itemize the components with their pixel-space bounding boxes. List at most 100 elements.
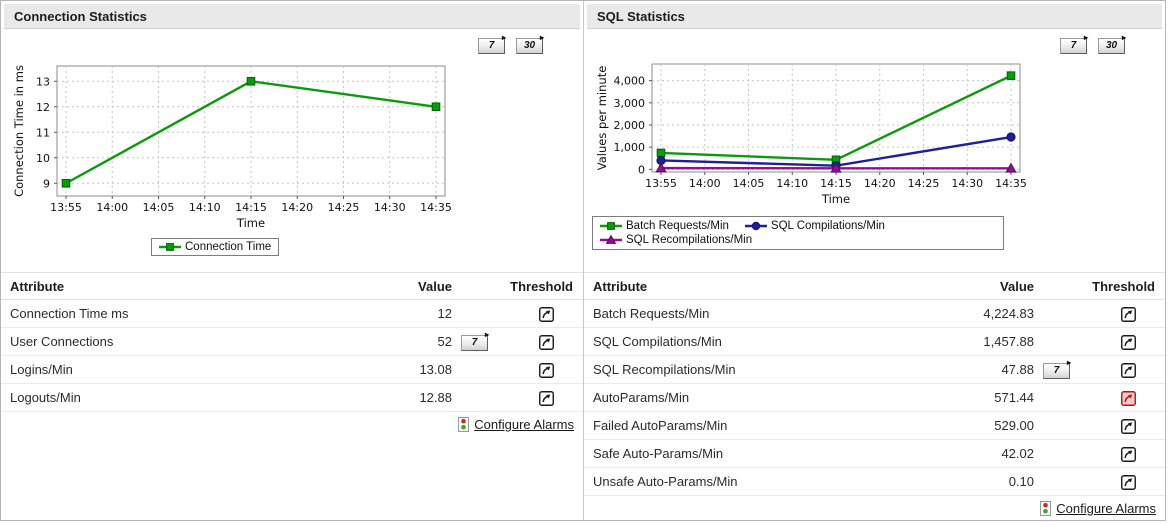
flag-arrow-icon: ▸ (539, 33, 544, 42)
table-row: Connection Time ms 12 (1, 299, 583, 328)
svg-text:Time: Time (236, 216, 265, 230)
column-header-attribute: Attribute (584, 272, 915, 300)
history-range-button[interactable]: 7 ▸ (461, 330, 489, 351)
attribute-value: 52 (333, 327, 453, 356)
attribute-value: 47.88 (915, 355, 1035, 384)
table-row: Failed AutoParams/Min 529.00 (584, 411, 1165, 440)
history-cell (1035, 299, 1091, 328)
attribute-label: SQL Compilations/Min (584, 327, 915, 356)
range-buttons-row: 7 ▸ 30 ▸ (584, 34, 1126, 54)
legend-item: SQL Recompilations/Min (600, 234, 752, 246)
attribute-value: 529.00 (915, 411, 1035, 440)
history-cell (1035, 411, 1091, 440)
svg-text:Time: Time (821, 192, 850, 206)
configure-alarms-link[interactable]: Configure Alarms (474, 417, 574, 432)
threshold-icon[interactable] (1120, 306, 1136, 322)
threshold-cell (1091, 383, 1165, 412)
flag-arrow-icon: ▸ (501, 33, 506, 42)
history-cell: 7 ▸ (453, 327, 509, 356)
history-cell (453, 299, 509, 328)
attribute-label: Connection Time ms (1, 299, 333, 328)
attribute-value: 571.44 (915, 383, 1035, 412)
attribute-label: Logins/Min (1, 355, 333, 384)
svg-text:14:10: 14:10 (776, 177, 808, 190)
table-row: SQL Compilations/Min 1,457.88 (584, 327, 1165, 356)
range-buttons-row: 7 ▸ 30 ▸ (1, 34, 544, 54)
svg-text:0: 0 (638, 163, 645, 176)
svg-text:13:55: 13:55 (645, 177, 677, 190)
attribute-value: 12 (333, 299, 453, 328)
range-30-button[interactable]: 30 ▸ (516, 34, 544, 54)
column-header-value: Value (333, 272, 453, 300)
svg-text:14:25: 14:25 (328, 201, 360, 214)
panel-title: SQL Statistics (587, 4, 1162, 29)
range-30-button[interactable]: 30 ▸ (1098, 34, 1126, 54)
threshold-icon[interactable] (1120, 418, 1136, 434)
threshold-icon[interactable] (1120, 334, 1136, 350)
attribute-label: Unsafe Auto-Params/Min (584, 467, 915, 496)
history-cell (1035, 327, 1091, 356)
threshold-cell (1091, 411, 1165, 440)
table-header-row: Attribute Value Threshold (1, 272, 583, 300)
threshold-cell (509, 327, 583, 356)
svg-text:14:15: 14:15 (820, 177, 852, 190)
threshold-icon[interactable] (538, 362, 554, 378)
svg-text:12: 12 (36, 101, 50, 114)
threshold-alert-icon[interactable] (1120, 390, 1136, 406)
svg-text:10: 10 (36, 152, 50, 165)
history-cell (453, 355, 509, 384)
threshold-icon[interactable] (1120, 446, 1136, 462)
history-cell: 7 ▸ (1035, 355, 1091, 384)
svg-text:14:15: 14:15 (235, 201, 267, 214)
history-cell (1035, 439, 1091, 468)
configure-alarms-row: Configure Alarms (584, 496, 1165, 520)
svg-text:Values per minute: Values per minute (595, 66, 609, 171)
table-row: Logins/Min 13.08 (1, 355, 583, 384)
svg-text:Connection Time in ms: Connection Time in ms (12, 65, 26, 197)
range-7-button[interactable]: 7 ▸ (478, 34, 506, 54)
svg-text:14:00: 14:00 (96, 201, 128, 214)
threshold-icon[interactable] (1120, 474, 1136, 490)
threshold-cell (1091, 439, 1165, 468)
threshold-icon[interactable] (538, 390, 554, 406)
column-header-attribute: Attribute (1, 272, 333, 300)
threshold-cell (1091, 467, 1165, 496)
table-row: Unsafe Auto-Params/Min 0.10 (584, 467, 1165, 496)
table-row: Safe Auto-Params/Min 42.02 (584, 439, 1165, 468)
threshold-icon[interactable] (538, 334, 554, 350)
attributes-table: Attribute Value Threshold Connection Tim… (1, 272, 583, 412)
panel-title: Connection Statistics (4, 4, 580, 29)
connection-time-chart: 13:55 14:00 14:05 14:10 14:15 14:20 14:25 14:30… (12, 65, 452, 230)
history-cell (453, 383, 509, 412)
svg-text:14:35: 14:35 (995, 177, 1027, 190)
legend-item: Batch Requests/Min (600, 220, 729, 232)
attribute-value: 12.88 (333, 383, 453, 412)
column-header-spacer (453, 272, 509, 300)
svg-text:3,000: 3,000 (614, 97, 646, 110)
attribute-value: 0.10 (915, 467, 1035, 496)
flag-arrow-icon: ▸ (1083, 33, 1088, 42)
sql-values-chart: 13:55 14:00 14:05 14:10 14:15 14:20 14:25 14:30… (595, 63, 1027, 206)
range-7-button[interactable]: 7 ▸ (1060, 34, 1088, 54)
table-row: AutoParams/Min 571.44 (584, 383, 1165, 412)
threshold-icon[interactable] (538, 306, 554, 322)
legend-label: SQL Compilations/Min (770, 220, 885, 232)
history-cell (1035, 467, 1091, 496)
threshold-icon[interactable] (1120, 362, 1136, 378)
flag-arrow-icon: ▸ (484, 329, 489, 339)
svg-text:14:35: 14:35 (420, 201, 452, 214)
sql-chart-section: 7 ▸ 30 ▸ 13:55 14:00 14:05 14:10 14:15 14:20 14:… (584, 29, 1165, 272)
threshold-cell (1091, 327, 1165, 356)
attribute-value: 1,457.88 (915, 327, 1035, 356)
svg-text:11: 11 (36, 126, 50, 139)
svg-text:14:20: 14:20 (281, 201, 313, 214)
attribute-label: SQL Recompilations/Min (584, 355, 915, 384)
configure-alarms-link[interactable]: Configure Alarms (1056, 501, 1156, 516)
attributes-table: Attribute Value Threshold Batch Requests… (584, 272, 1165, 496)
empty-space (1, 436, 583, 520)
history-range-button[interactable]: 7 ▸ (1043, 358, 1071, 379)
threshold-cell (509, 383, 583, 412)
traffic-light-icon (458, 417, 470, 432)
svg-text:9: 9 (43, 177, 50, 190)
column-header-value: Value (915, 272, 1035, 300)
